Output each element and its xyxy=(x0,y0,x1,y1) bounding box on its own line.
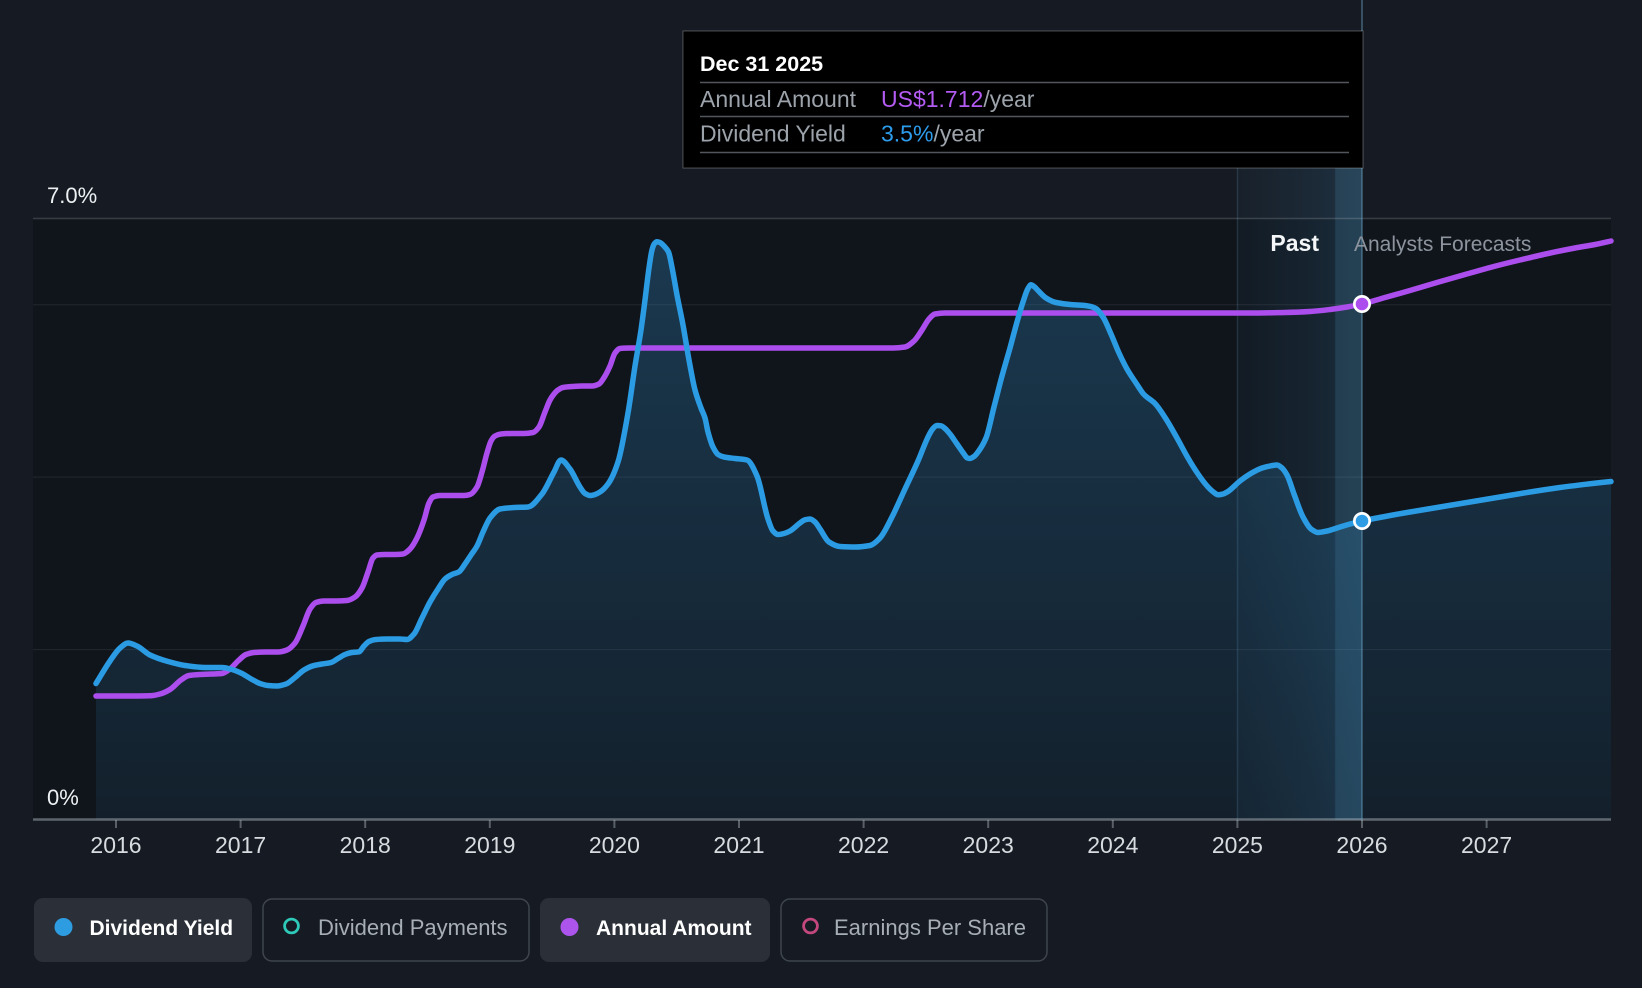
svg-text:3.5%/year: 3.5%/year xyxy=(881,121,985,147)
svg-text:2017: 2017 xyxy=(215,832,266,858)
svg-text:Dividend Yield: Dividend Yield xyxy=(700,121,846,147)
svg-text:0%: 0% xyxy=(47,785,79,810)
svg-text:2026: 2026 xyxy=(1336,832,1387,858)
svg-text:2024: 2024 xyxy=(1087,832,1138,858)
svg-text:Annual Amount: Annual Amount xyxy=(700,86,857,112)
svg-text:2018: 2018 xyxy=(340,832,391,858)
svg-text:7.0%: 7.0% xyxy=(47,183,97,208)
svg-text:Past: Past xyxy=(1270,230,1319,256)
svg-text:2022: 2022 xyxy=(838,832,889,858)
svg-text:Dec 31 2025: Dec 31 2025 xyxy=(700,52,823,76)
svg-text:Analysts Forecasts: Analysts Forecasts xyxy=(1354,233,1531,256)
svg-text:US$1.712/year: US$1.712/year xyxy=(881,86,1035,112)
svg-text:Earnings Per Share: Earnings Per Share xyxy=(834,915,1026,940)
svg-text:Dividend Yield: Dividend Yield xyxy=(90,917,234,940)
svg-text:Dividend Payments: Dividend Payments xyxy=(318,915,508,940)
svg-text:2027: 2027 xyxy=(1461,832,1512,858)
svg-text:2023: 2023 xyxy=(963,832,1014,858)
svg-text:2021: 2021 xyxy=(713,832,764,858)
svg-text:Annual Amount: Annual Amount xyxy=(596,917,752,940)
svg-text:2019: 2019 xyxy=(464,832,515,858)
svg-text:2016: 2016 xyxy=(90,832,141,858)
svg-text:2020: 2020 xyxy=(589,832,640,858)
svg-text:2025: 2025 xyxy=(1212,832,1263,858)
